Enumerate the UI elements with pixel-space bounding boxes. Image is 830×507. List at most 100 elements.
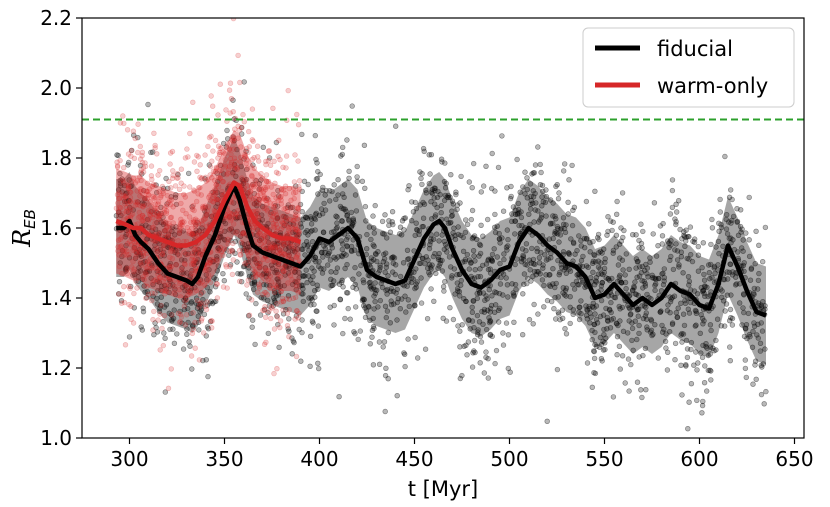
fiducial-scatter-point bbox=[477, 289, 483, 296]
fiducial-scatter-point bbox=[546, 272, 552, 278]
fiducial-scatter-point bbox=[327, 304, 333, 310]
fiducial-scatter-point bbox=[671, 293, 678, 299]
fiducial-scatter-point bbox=[315, 360, 321, 366]
fiducial-scatter-point bbox=[565, 199, 571, 206]
fiducial-scatter-point bbox=[317, 171, 323, 178]
fiducial-scatter-point bbox=[385, 376, 391, 382]
fiducial-scatter-point bbox=[145, 101, 151, 108]
warm-only-scatter-point bbox=[138, 167, 145, 173]
warm-only-scatter-point bbox=[295, 158, 301, 164]
fiducial-scatter-point bbox=[429, 262, 435, 268]
fiducial-scatter-point bbox=[510, 204, 517, 210]
fiducial-scatter-point bbox=[193, 230, 199, 236]
fiducial-scatter-point bbox=[403, 309, 409, 315]
fiducial-scatter-point bbox=[315, 323, 322, 329]
fiducial-scatter-point bbox=[617, 277, 623, 284]
fiducial-scatter-point bbox=[298, 282, 305, 288]
fiducial-scatter-point bbox=[607, 325, 614, 331]
warm-only-scatter-point bbox=[149, 176, 155, 183]
fiducial-scatter-point bbox=[636, 273, 643, 279]
fiducial-scatter-point bbox=[688, 346, 694, 353]
fiducial-scatter-point bbox=[583, 198, 590, 205]
warm-only-scatter-point bbox=[284, 323, 291, 329]
fiducial-scatter-point bbox=[570, 207, 576, 214]
fiducial-scatter-point bbox=[116, 209, 122, 216]
fiducial-scatter-point bbox=[362, 185, 368, 192]
fiducial-scatter-point bbox=[285, 293, 292, 299]
fiducial-scatter-point bbox=[186, 170, 192, 177]
warm-only-scatter-point bbox=[277, 318, 284, 324]
warm-only-scatter-point bbox=[295, 121, 302, 128]
fiducial-scatter-point bbox=[418, 260, 424, 267]
fiducial-scatter-point bbox=[562, 229, 569, 236]
fiducial-scatter-point bbox=[371, 293, 377, 299]
fiducial-scatter-point bbox=[359, 178, 366, 185]
fiducial-scatter-point bbox=[222, 228, 228, 235]
warm-only-scatter-point bbox=[229, 247, 235, 253]
fiducial-scatter-point bbox=[337, 297, 344, 303]
fiducial-scatter-point bbox=[727, 358, 733, 364]
fiducial-scatter-point bbox=[762, 224, 769, 231]
fiducial-scatter-point bbox=[419, 224, 425, 230]
fiducial-scatter-point bbox=[701, 380, 708, 386]
fiducial-scatter-point bbox=[584, 306, 590, 313]
fiducial-scatter-point bbox=[528, 197, 534, 204]
y-tick-label: 2.2 bbox=[40, 6, 72, 30]
fiducial-scatter-point bbox=[555, 226, 561, 232]
fiducial-scatter-point bbox=[231, 161, 238, 168]
x-axis-label: t [Myr] bbox=[408, 477, 478, 501]
warm-only-scatter-point bbox=[167, 161, 173, 167]
fiducial-scatter-point bbox=[721, 276, 728, 283]
fiducial-scatter-point bbox=[402, 215, 408, 221]
fiducial-scatter-point bbox=[686, 399, 692, 405]
fiducial-scatter-point bbox=[544, 418, 550, 424]
fiducial-scatter-point bbox=[268, 262, 275, 268]
fiducial-scatter-point bbox=[165, 231, 172, 237]
fiducial-scatter-point bbox=[313, 176, 320, 182]
fiducial-scatter-point bbox=[596, 344, 603, 350]
fiducial-scatter-point bbox=[273, 293, 279, 299]
fiducial-scatter-point bbox=[477, 360, 483, 366]
fiducial-scatter-point bbox=[340, 144, 346, 151]
fiducial-scatter-point bbox=[526, 316, 533, 323]
fiducial-scatter-point bbox=[312, 227, 318, 233]
warm-only-scatter-point bbox=[276, 137, 282, 144]
fiducial-scatter-point bbox=[511, 319, 517, 325]
fiducial-scatter-point bbox=[331, 322, 337, 328]
fiducial-scatter-point bbox=[292, 269, 298, 275]
fiducial-scatter-point bbox=[527, 181, 534, 187]
fiducial-scatter-point bbox=[311, 268, 317, 274]
fiducial-scatter-point bbox=[376, 339, 383, 345]
warm-only-scatter-point bbox=[220, 284, 227, 290]
warm-only-scatter-point bbox=[134, 285, 140, 291]
fiducial-scatter-point bbox=[416, 260, 423, 267]
fiducial-scatter-point bbox=[669, 187, 676, 194]
fiducial-scatter-point bbox=[115, 187, 122, 193]
warm-only-scatter-point bbox=[128, 316, 134, 323]
fiducial-scatter-point bbox=[355, 336, 361, 343]
fiducial-scatter-point bbox=[312, 287, 318, 294]
fiducial-scatter-point bbox=[220, 271, 226, 277]
fiducial-scatter-point bbox=[741, 309, 747, 316]
fiducial-scatter-point bbox=[172, 291, 179, 298]
fiducial-scatter-point bbox=[478, 222, 484, 229]
fiducial-scatter-point bbox=[508, 193, 514, 200]
warm-only-scatter-point bbox=[292, 316, 298, 322]
fiducial-scatter-point bbox=[478, 189, 484, 195]
fiducial-scatter-point bbox=[162, 335, 168, 341]
fiducial-scatter-point bbox=[651, 200, 658, 206]
y-tick-label: 1.0 bbox=[40, 426, 72, 450]
fiducial-scatter-point bbox=[263, 270, 270, 277]
fiducial-scatter-point bbox=[530, 194, 537, 200]
warm-only-scatter-point bbox=[190, 310, 196, 316]
fiducial-scatter-point bbox=[496, 290, 503, 297]
fiducial-scatter-point bbox=[285, 270, 292, 276]
fiducial-scatter-point bbox=[616, 343, 623, 349]
fiducial-scatter-point bbox=[726, 344, 733, 350]
fiducial-scatter-point bbox=[469, 185, 475, 191]
fiducial-scatter-point bbox=[154, 268, 160, 274]
fiducial-scatter-point bbox=[636, 245, 642, 251]
fiducial-scatter-point bbox=[171, 340, 178, 346]
fiducial-scatter-point bbox=[252, 341, 258, 348]
